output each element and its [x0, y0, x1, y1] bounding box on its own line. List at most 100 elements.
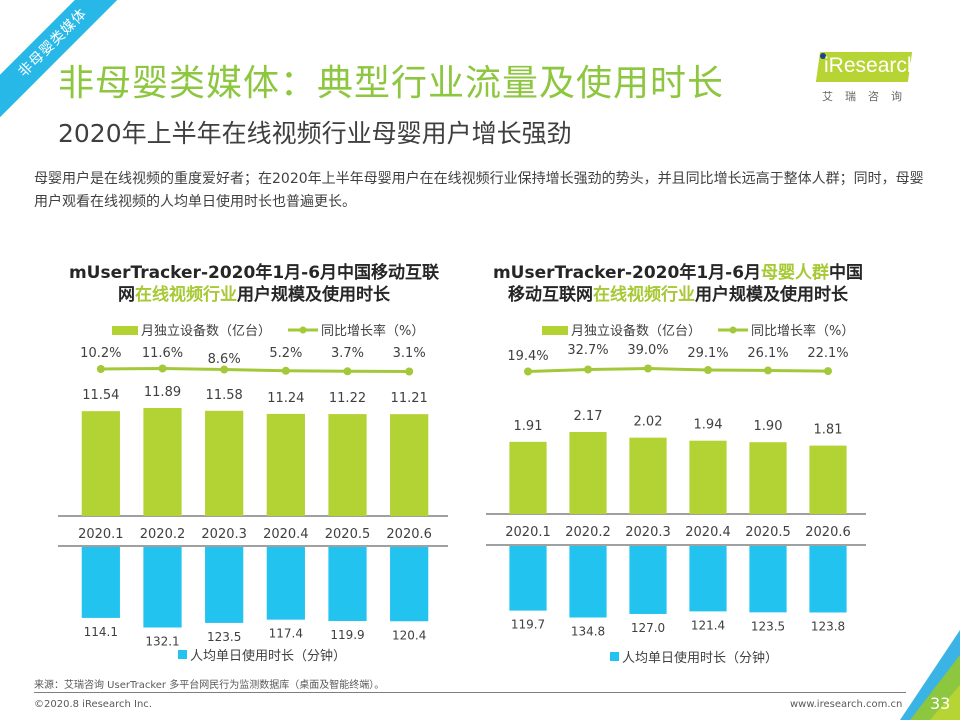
- duration-bar: [390, 547, 429, 622]
- device-bar: [328, 414, 367, 516]
- duration-bar: [266, 547, 305, 620]
- device-value-label: 11.24: [267, 391, 304, 406]
- growth-point: [158, 364, 167, 373]
- device-bar: [749, 442, 787, 514]
- device-bar: [689, 440, 727, 514]
- growth-label: 22.1%: [807, 346, 848, 361]
- duration-bar: [569, 546, 607, 618]
- category-label: 2020.1: [505, 525, 551, 540]
- page-number: 33: [930, 694, 951, 713]
- category-label: 2020.1: [78, 527, 124, 542]
- device-value-label: 1.81: [814, 423, 843, 438]
- duration-value-label: 134.8: [571, 625, 605, 639]
- device-value-label: 11.54: [82, 388, 119, 403]
- category-label: 2020.3: [201, 527, 247, 542]
- duration-value-label: 127.0: [631, 621, 665, 635]
- copyright: ©2020.8 iResearch Inc.: [34, 699, 152, 710]
- legend-label-devices: 月独立设备数（亿台）: [141, 323, 271, 339]
- duration-bar: [809, 546, 847, 613]
- growth-point: [281, 366, 290, 375]
- growth-point: [524, 367, 532, 376]
- device-bar: [509, 441, 547, 514]
- growth-point: [405, 367, 414, 376]
- category-label: 2020.2: [565, 525, 611, 540]
- device-value-label: 11.89: [144, 385, 181, 400]
- duration-value-label: 132.1: [145, 635, 179, 649]
- growth-label: 11.6%: [142, 346, 183, 361]
- device-bar: [143, 408, 182, 516]
- category-label: 2020.2: [140, 527, 186, 542]
- corner-decoration: [900, 630, 960, 720]
- growth-label: 3.1%: [393, 346, 426, 361]
- growth-label: 5.2%: [269, 346, 302, 361]
- legend-label-growth: 同比增长率（%）: [321, 323, 424, 339]
- device-bar: [809, 445, 847, 514]
- device-bar: [569, 432, 607, 514]
- category-label: 2020.4: [263, 527, 309, 542]
- growth-label: 29.1%: [687, 346, 728, 361]
- growth-label: 19.4%: [507, 349, 548, 364]
- chart2-title: mUserTracker-2020年1月-6月母婴人群中国 移动互联网在线视频行…: [492, 263, 864, 305]
- legend-label-devices: 月独立设备数（亿台）: [571, 323, 701, 339]
- legend-swatch-devices: [542, 326, 568, 335]
- device-value-label: 2.17: [574, 409, 603, 424]
- legend-label-duration: 人均单日使用时长（分钟）: [622, 650, 778, 666]
- category-label: 2020.4: [685, 525, 731, 540]
- category-label: 2020.6: [805, 525, 851, 540]
- device-value-label: 1.91: [514, 419, 543, 434]
- category-label: 2020.3: [625, 525, 671, 540]
- growth-point: [824, 367, 832, 376]
- device-value-label: 11.58: [206, 388, 243, 403]
- category-label: 2020.6: [386, 527, 432, 542]
- growth-line: [527, 366, 829, 373]
- duration-bar: [749, 546, 787, 613]
- duration-bar: [205, 547, 244, 623]
- duration-value-label: 119.9: [330, 628, 364, 642]
- iresearch-logo: iResearch 艾瑞咨询: [810, 50, 920, 112]
- footer-divider: [34, 692, 906, 693]
- device-value-label: 2.02: [634, 415, 663, 430]
- device-bar: [390, 414, 429, 516]
- device-bar: [205, 410, 244, 516]
- legend-swatch-devices: [112, 326, 138, 335]
- category-label: 2020.5: [325, 527, 371, 542]
- duration-value-label: 120.4: [392, 628, 426, 642]
- growth-label: 32.7%: [567, 343, 608, 358]
- legend-swatch-duration: [610, 652, 619, 661]
- duration-value-label: 117.4: [269, 627, 303, 641]
- growth-point: [343, 367, 352, 376]
- duration-bar: [328, 547, 367, 621]
- growth-point: [764, 366, 772, 375]
- growth-point: [704, 366, 712, 375]
- device-bar: [81, 411, 120, 516]
- logo-cn: 艾瑞咨询: [822, 90, 914, 103]
- website-url[interactable]: www.iresearch.com.cn: [790, 699, 903, 710]
- description: 母婴用户是在线视频的重度爱好者；在2020年上半年母婴用户在在线视频行业保持增长…: [34, 171, 924, 210]
- duration-value-label: 123.8: [811, 619, 845, 633]
- device-value-label: 1.90: [754, 419, 783, 434]
- growth-point: [220, 365, 229, 374]
- duration-value-label: 114.1: [84, 625, 118, 639]
- growth-label: 26.1%: [747, 346, 788, 361]
- chart1-title: mUserTracker-2020年1月-6月中国移动互联 网在线视频行业用户规…: [68, 263, 440, 305]
- category-label: 2020.5: [745, 525, 791, 540]
- device-value-label: 11.21: [391, 391, 428, 406]
- growth-label: 10.2%: [80, 346, 121, 361]
- growth-point: [96, 364, 105, 373]
- page-title: 非母婴类媒体：典型行业流量及使用时长: [58, 63, 725, 104]
- growth-point: [644, 364, 652, 373]
- legend-label-growth: 同比增长率（%）: [751, 323, 854, 339]
- device-bar: [629, 437, 667, 514]
- growth-line: [100, 366, 410, 373]
- legend-marker-growth: [729, 326, 737, 334]
- duration-value-label: 121.4: [691, 618, 725, 632]
- duration-value-label: 119.7: [511, 618, 545, 632]
- growth-label: 3.7%: [331, 346, 364, 361]
- logo-text: iResearch: [824, 54, 919, 77]
- legend-swatch-duration: [178, 650, 187, 659]
- legend-marker-growth: [299, 326, 307, 334]
- page-subtitle: 2020年上半年在线视频行业母婴用户增长强劲: [58, 119, 572, 148]
- growth-point: [584, 365, 592, 374]
- legend-label-duration: 人均单日使用时长（分钟）: [190, 648, 346, 664]
